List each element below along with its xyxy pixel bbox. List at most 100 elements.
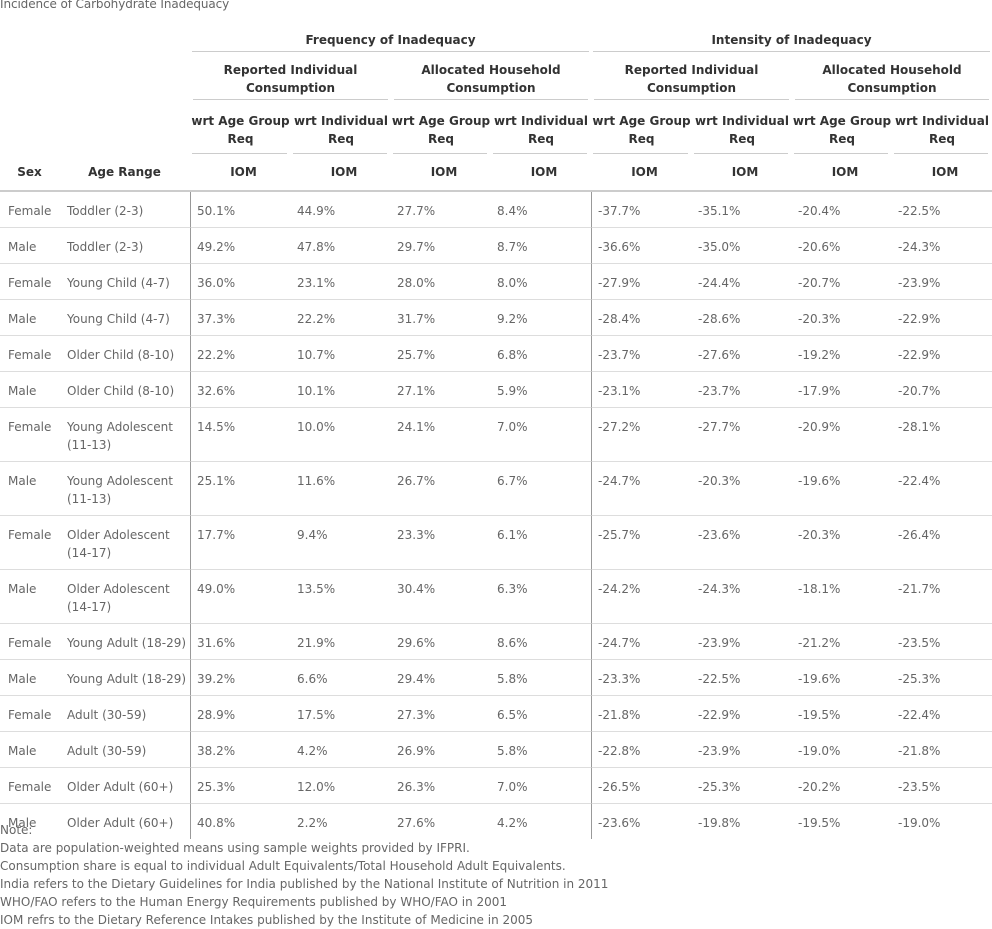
cell-value: 7.0% (491, 408, 591, 462)
cell-value: 27.3% (391, 696, 491, 732)
cell-value: -24.4% (692, 264, 792, 300)
cell-value: 6.3% (491, 570, 591, 624)
cell-value: -19.6% (792, 660, 892, 696)
cell-value: 6.8% (491, 336, 591, 372)
cell-value: 22.2% (190, 336, 291, 372)
cell-value: 8.7% (491, 228, 591, 264)
cell-value: -20.4% (792, 192, 892, 228)
cell-value: -21.7% (892, 570, 992, 624)
cell-value: 29.7% (391, 228, 491, 264)
cell-value: -25.3% (692, 768, 792, 804)
cell-value: 31.7% (391, 300, 491, 336)
cell-value: 10.1% (291, 372, 391, 408)
note-line: India refers to the Dietary Guidelines f… (0, 877, 609, 891)
cell-value: -20.7% (792, 264, 892, 300)
cell-value: -23.6% (591, 804, 692, 839)
cell-sex: Female (0, 336, 59, 372)
table-body: Female Toddler (2-3) 50.1% 44.9% 27.7% 8.4% -3… (0, 192, 992, 839)
cell-value: 6.7% (491, 462, 591, 516)
cell-value: 26.7% (391, 462, 491, 516)
group-header-intensity: Intensity of Inadequacy (591, 28, 992, 52)
cell-value: 4.2% (497, 816, 528, 830)
cell-value: -19.8% (698, 816, 741, 830)
cell-age-range: Adult (30-59) (59, 732, 190, 768)
cell-sex: Male (0, 372, 59, 408)
table-row: Male Young Adult (18-29) 39.2% 6.6% 29.4% 5.8… (0, 660, 992, 696)
cell-age-range: Adult (30-59) (59, 696, 190, 732)
cell-value: -37.7% (591, 192, 692, 228)
cell-value: 26.9% (391, 732, 491, 768)
cell-value: -23.7% (591, 336, 692, 372)
cell-value: 8.0% (491, 264, 591, 300)
cell-value: -20.9% (792, 408, 892, 462)
cell-value: 10.7% (291, 336, 391, 372)
req-header-age-group: wrt Age Group Req (591, 106, 692, 154)
subheader-intensity-allocated: Allocated Household Consumption (792, 52, 992, 106)
cell-value: -27.7% (692, 408, 792, 462)
cell-value: 25.3% (190, 768, 291, 804)
cell-value: -19.2% (792, 336, 892, 372)
cell-value: 40.8% (190, 804, 291, 839)
cell-sex: Male (0, 462, 59, 516)
cell-value: -26.5% (591, 768, 692, 804)
cell-value: 36.0% (190, 264, 291, 300)
subheader-frequency-allocated: Allocated Household Consumption (391, 52, 591, 106)
cell-value: -20.3% (692, 462, 792, 516)
column-header-iom: IOM (892, 154, 992, 192)
cell-value: -21.8% (892, 732, 992, 768)
cell-sex: Male (0, 660, 59, 696)
cell-value: -20.3% (792, 300, 892, 336)
table-row: Male Older Adult (60+) 40.8% 2.2% 27.6% 4.2% -… (0, 804, 992, 839)
cell-value: 9.4% (291, 516, 391, 570)
group-header-frequency: Frequency of Inadequacy (190, 28, 591, 52)
cell-value: -22.4% (892, 696, 992, 732)
cell-value: -22.4% (892, 462, 992, 516)
table-title: Incidence of Carbohydrate Inadequacy (0, 0, 230, 11)
cell-value: -25.3% (892, 660, 992, 696)
cell-value: 14.5% (190, 408, 291, 462)
table-row: Female Older Child (8-10) 22.2% 10.7% 25.7% 6… (0, 336, 992, 372)
cell-value: -35.0% (692, 228, 792, 264)
req-header-age-group: wrt Age Group Req (792, 106, 892, 154)
cell-value: -23.9% (692, 732, 792, 768)
cell-value: -23.5% (892, 768, 992, 804)
cell-value: 9.2% (491, 300, 591, 336)
table-row: Female Older Adolescent (14-17) 17.7% 9.4% 2… (0, 516, 992, 570)
cell-value: 5.8% (491, 660, 591, 696)
note-heading: Note: (0, 823, 33, 837)
column-header-iom: IOM (491, 154, 591, 192)
table-row: Female Toddler (2-3) 50.1% 44.9% 27.7% 8.4% -3… (0, 192, 992, 228)
cell-sex: Male (0, 732, 59, 768)
cell-value: 2.2% (297, 816, 328, 830)
cell-value: 5.9% (491, 372, 591, 408)
cell-value: -36.6% (591, 228, 692, 264)
cell-value: 12.0% (291, 768, 391, 804)
table-row: Male Toddler (2-3) 49.2% 47.8% 29.7% 8.7% -36.… (0, 228, 992, 264)
cell-sex: Female (0, 192, 59, 228)
cell-value: -18.1% (792, 570, 892, 624)
cell-value: -19.0% (792, 732, 892, 768)
cell-sex: Female (0, 516, 59, 570)
cell-value: 17.5% (291, 696, 391, 732)
table-row: Male Older Child (8-10) 32.6% 10.1% 27.1% 5.9… (0, 372, 992, 408)
cell-value: 25.7% (391, 336, 491, 372)
cell-age-range: Older Adult (60+) (67, 816, 174, 830)
cell-value: -20.3% (792, 516, 892, 570)
cell-value: 24.1% (391, 408, 491, 462)
req-header-individual: wrt Individual Req (291, 106, 391, 154)
table-row: Female Young Child (4-7) 36.0% 23.1% 28.0% 8.… (0, 264, 992, 300)
cell-value: -21.2% (792, 624, 892, 660)
subheader-intensity-reported: Reported Individual Consumption (591, 52, 792, 106)
note-line: WHO/FAO refers to the Human Energy Requi… (0, 895, 508, 909)
cell-age-range: Toddler (2-3) (59, 228, 190, 264)
cell-value: -24.3% (692, 570, 792, 624)
cell-value: -20.2% (792, 768, 892, 804)
req-header-individual: wrt Individual Req (692, 106, 792, 154)
column-header-sex: Sex (0, 154, 59, 192)
cell-age-range: Young Adolescent (11-13) (59, 408, 190, 462)
cell-value: -24.7% (591, 624, 692, 660)
cell-age-range: Young Child (4-7) (59, 264, 190, 300)
cell-value: 49.0% (190, 570, 291, 624)
cell-value: 27.6% (397, 816, 436, 830)
req-header-individual: wrt Individual Req (892, 106, 992, 154)
